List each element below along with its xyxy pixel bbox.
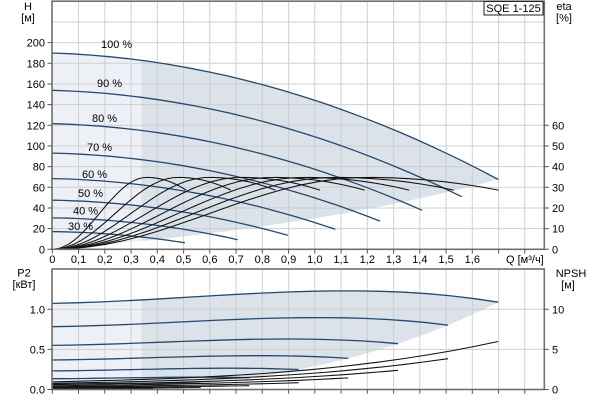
svg-text:70 %: 70 % [87,142,112,154]
svg-text:0,6: 0,6 [202,254,217,266]
svg-text:80 %: 80 % [92,113,117,125]
svg-text:5: 5 [552,344,558,356]
svg-text:1,3: 1,3 [386,254,401,266]
svg-text:30: 30 [552,182,564,194]
svg-text:30 %: 30 % [68,221,93,233]
svg-text:100: 100 [27,141,45,153]
svg-text:90 %: 90 % [97,78,122,90]
svg-text:0,3: 0,3 [123,254,138,266]
svg-text:0,2: 0,2 [97,254,112,266]
svg-text:50: 50 [552,141,564,153]
svg-text:60: 60 [33,182,45,194]
svg-text:0: 0 [39,244,45,256]
svg-text:H: H [24,1,32,13]
svg-text:100 %: 100 % [101,39,132,51]
svg-text:160: 160 [27,79,45,91]
svg-text:0: 0 [552,244,558,256]
svg-text:80: 80 [33,162,45,174]
svg-text:[кВт]: [кВт] [13,279,36,291]
svg-text:P2: P2 [17,268,30,280]
svg-text:1,2: 1,2 [360,254,375,266]
svg-text:50 %: 50 % [78,188,103,200]
svg-text:0,5: 0,5 [176,254,191,266]
svg-text:1,1: 1,1 [333,254,348,266]
svg-text:0,8: 0,8 [255,254,270,266]
svg-text:[м]: [м] [21,13,35,25]
svg-text:140: 140 [27,100,45,112]
svg-text:180: 180 [27,58,45,70]
svg-text:0,7: 0,7 [228,254,243,266]
svg-text:Q [м³/ч]: Q [м³/ч] [506,254,544,266]
svg-text:20: 20 [552,203,564,215]
svg-text:40: 40 [33,203,45,215]
svg-text:1,0: 1,0 [307,254,322,266]
svg-text:60 %: 60 % [82,169,107,181]
svg-text:0.0: 0.0 [30,385,45,397]
svg-text:1,4: 1,4 [412,254,427,266]
svg-text:120: 120 [27,120,45,132]
svg-text:eta: eta [556,1,572,13]
svg-text:60: 60 [552,120,564,132]
svg-text:10: 10 [552,304,564,316]
svg-text:10: 10 [552,224,564,236]
svg-text:[%]: [%] [556,13,572,25]
svg-text:SQE 1-125: SQE 1-125 [486,3,540,15]
svg-text:200: 200 [27,38,45,50]
svg-text:1.0: 1.0 [30,304,45,316]
svg-text:1,6: 1,6 [465,254,480,266]
svg-text:40 %: 40 % [73,206,98,218]
svg-text:0,4: 0,4 [150,254,165,266]
svg-text:NPSH: NPSH [556,268,587,280]
svg-text:1,5: 1,5 [438,254,453,266]
svg-text:0: 0 [552,385,558,397]
svg-text:0: 0 [49,254,55,266]
svg-text:0.5: 0.5 [30,344,45,356]
svg-text:0,9: 0,9 [281,254,296,266]
svg-text:20: 20 [33,224,45,236]
svg-text:[м]: [м] [561,280,575,292]
svg-text:40: 40 [552,162,564,174]
svg-text:0,1: 0,1 [71,254,86,266]
